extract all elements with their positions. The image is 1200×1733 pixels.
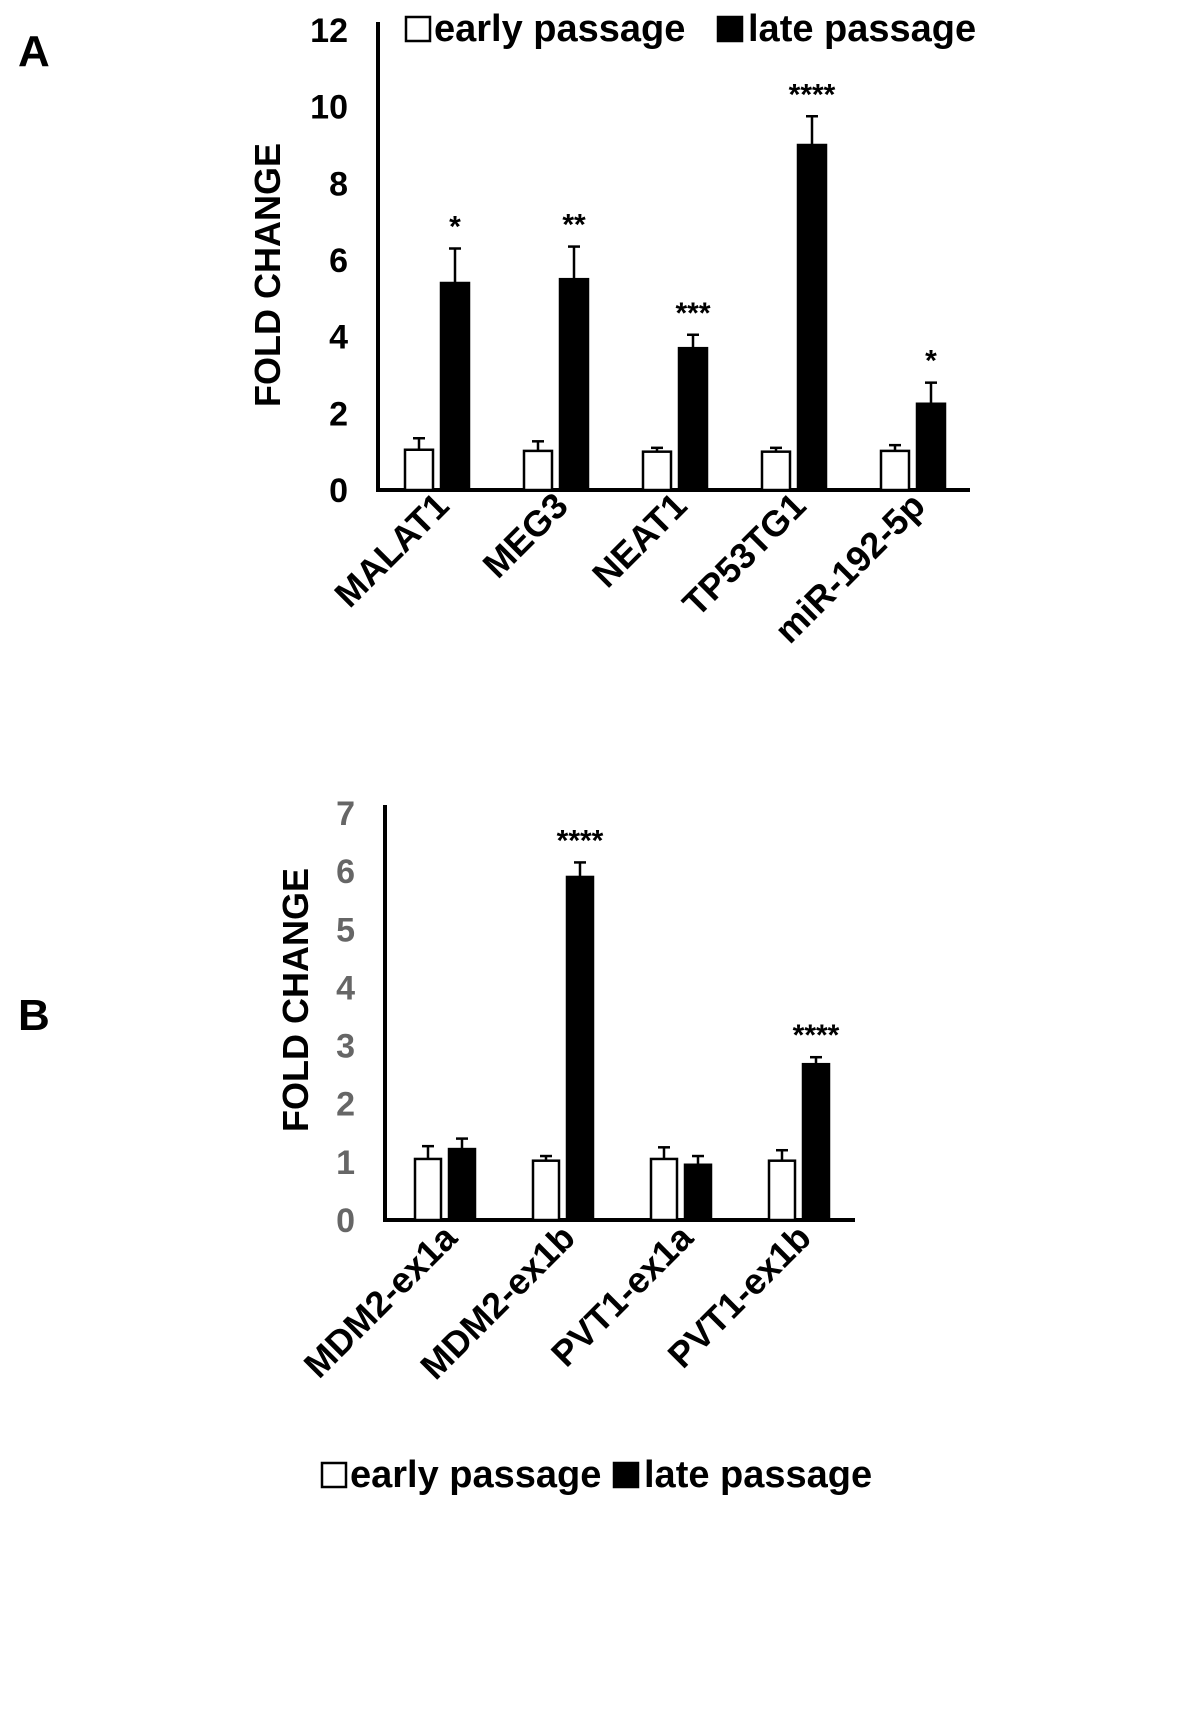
bar-late-mir-192-5p xyxy=(915,402,947,492)
legend-swatch-early xyxy=(320,1461,348,1489)
bar-late-mdm2-ex1b xyxy=(565,875,595,1222)
bar-late-pvt1-ex1b xyxy=(801,1062,831,1222)
bar-early-tp53tg1 xyxy=(760,450,792,492)
bar-late-mdm2-ex1a xyxy=(447,1147,477,1222)
significance-label: * xyxy=(925,345,937,378)
y-tick-label: 2 xyxy=(336,1086,355,1124)
bar-early-neat1 xyxy=(641,450,673,492)
significance-label: **** xyxy=(789,78,836,111)
x-tick-label: MEG3 xyxy=(475,485,576,586)
legend-label-early: early passage xyxy=(434,8,685,50)
y-tick-label: 12 xyxy=(310,12,348,50)
bar-late-tp53tg1 xyxy=(796,143,828,492)
bar-early-malat1 xyxy=(403,448,435,492)
panel-letter-b: B xyxy=(18,991,50,1040)
y-tick-label: 0 xyxy=(336,1202,355,1240)
y-tick-label: 8 xyxy=(329,165,348,203)
bar-early-mir-192-5p xyxy=(879,449,911,492)
y-tick-label: 3 xyxy=(336,1028,355,1066)
y-tick-label: 4 xyxy=(329,319,348,357)
y-tick-label: 10 xyxy=(310,89,348,127)
significance-label: **** xyxy=(793,1019,840,1052)
legend-swatch-early xyxy=(404,15,432,43)
bar-late-malat1 xyxy=(439,281,471,492)
y-tick-label: 2 xyxy=(329,395,348,433)
significance-label: ** xyxy=(562,209,586,242)
bar-early-meg3 xyxy=(522,449,554,492)
bar-early-pvt1-ex1b xyxy=(767,1159,797,1222)
y-tick-label: 1 xyxy=(336,1144,355,1182)
y-tick-label: 6 xyxy=(336,853,355,891)
significance-label: *** xyxy=(675,297,710,330)
significance-label: * xyxy=(449,211,461,244)
y-tick-label: 0 xyxy=(329,472,348,510)
legend-label-late: late passage xyxy=(748,8,976,50)
legend-label-early: early passage xyxy=(350,1454,601,1496)
significance-label: **** xyxy=(557,824,604,857)
bar-late-meg3 xyxy=(558,277,590,492)
y-axis-label: FOLD CHANGE xyxy=(275,868,316,1132)
legend-label-late: late passage xyxy=(644,1454,872,1496)
y-tick-label: 7 xyxy=(336,795,355,833)
x-tick-label: NEAT1 xyxy=(584,485,695,596)
y-tick-label: 6 xyxy=(329,242,348,280)
y-tick-label: 5 xyxy=(336,911,355,949)
y-tick-label: 4 xyxy=(336,969,355,1007)
bar-late-neat1 xyxy=(677,346,709,492)
legend-swatch-late xyxy=(612,1461,640,1489)
y-axis-label: FOLD CHANGE xyxy=(247,143,288,407)
bar-early-mdm2-ex1b xyxy=(531,1159,561,1222)
panel-letter-a: A xyxy=(18,27,50,76)
legend-swatch-late xyxy=(716,15,744,43)
bar-early-mdm2-ex1a xyxy=(413,1157,443,1222)
bar-early-pvt1-ex1a xyxy=(649,1157,679,1222)
bar-late-pvt1-ex1a xyxy=(683,1163,713,1222)
